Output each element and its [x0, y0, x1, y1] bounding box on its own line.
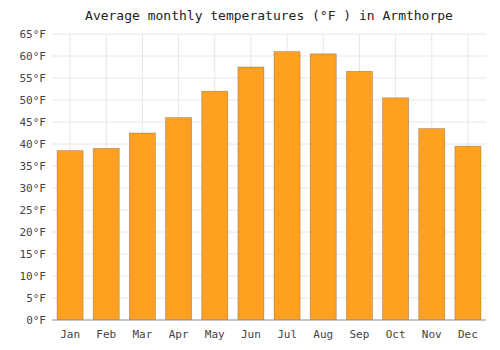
x-tick-label: Jan	[60, 328, 80, 341]
y-tick-label: 60°F	[20, 50, 47, 63]
x-tick-label: Mar	[132, 328, 152, 341]
y-grid-line	[52, 122, 486, 123]
y-tick-label: 30°F	[20, 182, 47, 195]
y-grid-line	[52, 56, 486, 57]
chart-container: Average monthly temperatures (°F ) in Ar…	[0, 0, 500, 350]
y-grid-line	[52, 78, 486, 79]
y-tick-label: 10°F	[20, 270, 47, 283]
y-tick-label: 40°F	[20, 138, 47, 151]
bar	[166, 118, 192, 320]
y-tick-label: 50°F	[20, 94, 47, 107]
chart-svg: Average monthly temperatures (°F ) in Ar…	[0, 0, 500, 350]
x-tick-label: Nov	[422, 328, 442, 341]
x-axis-line	[52, 320, 486, 321]
bar	[455, 146, 481, 320]
bar	[383, 98, 409, 320]
x-tick-label: Apr	[169, 328, 189, 341]
y-grid-line	[52, 34, 486, 35]
x-tick-label: May	[205, 328, 225, 341]
x-tick-label: Dec	[458, 328, 478, 341]
grid	[52, 34, 486, 320]
y-tick-label: 55°F	[20, 72, 47, 85]
y-tick-label: 65°F	[20, 28, 47, 41]
chart-title: Average monthly temperatures (°F ) in Ar…	[85, 8, 453, 23]
x-tick-label: Sep	[349, 328, 369, 341]
x-tick-label: Jun	[241, 328, 261, 341]
x-tick-label: Oct	[386, 328, 406, 341]
y-tick-label: 0°F	[26, 314, 46, 327]
bars	[57, 52, 481, 320]
y-tick-label: 15°F	[20, 248, 47, 261]
y-tick-label: 5°F	[26, 292, 46, 305]
bar	[274, 52, 300, 320]
bar	[129, 133, 155, 320]
y-tick-label: 45°F	[20, 116, 47, 129]
y-grid-line	[52, 320, 486, 321]
bar	[57, 151, 83, 320]
x-tick-label: Feb	[96, 328, 116, 341]
bar	[93, 148, 119, 320]
y-tick-label: 20°F	[20, 226, 47, 239]
x-tick-label: Jul	[277, 328, 297, 341]
bar	[238, 67, 264, 320]
y-tick-label: 25°F	[20, 204, 47, 217]
bar	[202, 91, 228, 320]
y-grid-line	[52, 100, 486, 101]
bar	[419, 129, 445, 320]
bar	[346, 71, 372, 320]
y-tick-label: 35°F	[20, 160, 47, 173]
x-tick-label: Aug	[313, 328, 333, 341]
bar	[310, 54, 336, 320]
